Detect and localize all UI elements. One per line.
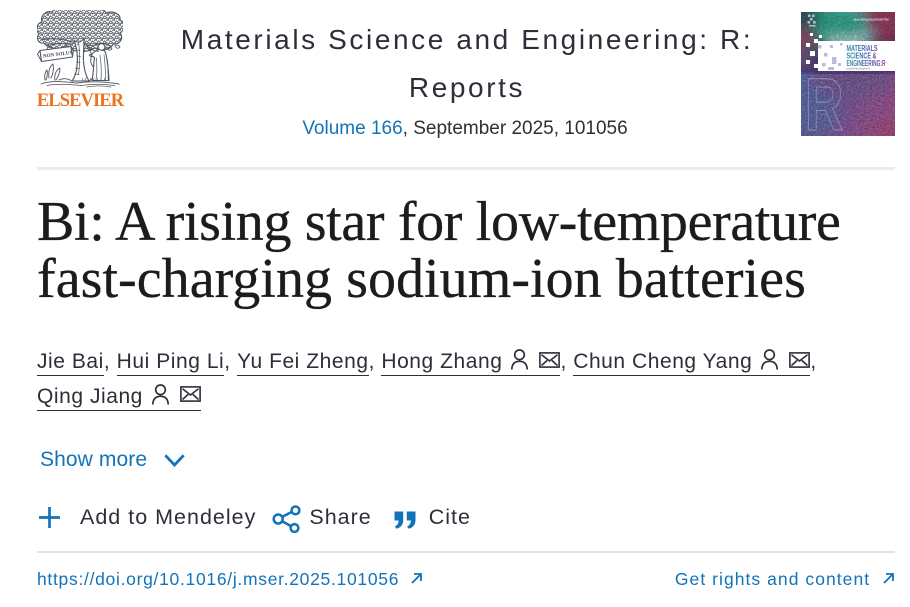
svg-text:R: R — [805, 63, 843, 136]
svg-text:Volume 166, May 2025, ISSN 092: Volume 166, May 2025, ISSN 0927-796X — [853, 18, 889, 22]
svg-text:MATERIALS: MATERIALS — [847, 44, 878, 53]
svg-text:ENGINEERING:R: ENGINEERING:R — [847, 59, 886, 68]
svg-text:NON SOLUS: NON SOLUS — [43, 50, 73, 60]
svg-text:Edited by Prof. Tiamo Nakayama: Edited by Prof. Tiamo Nakayama, MD — [847, 67, 871, 70]
svg-text:SCIENCE &: SCIENCE & — [847, 51, 877, 60]
